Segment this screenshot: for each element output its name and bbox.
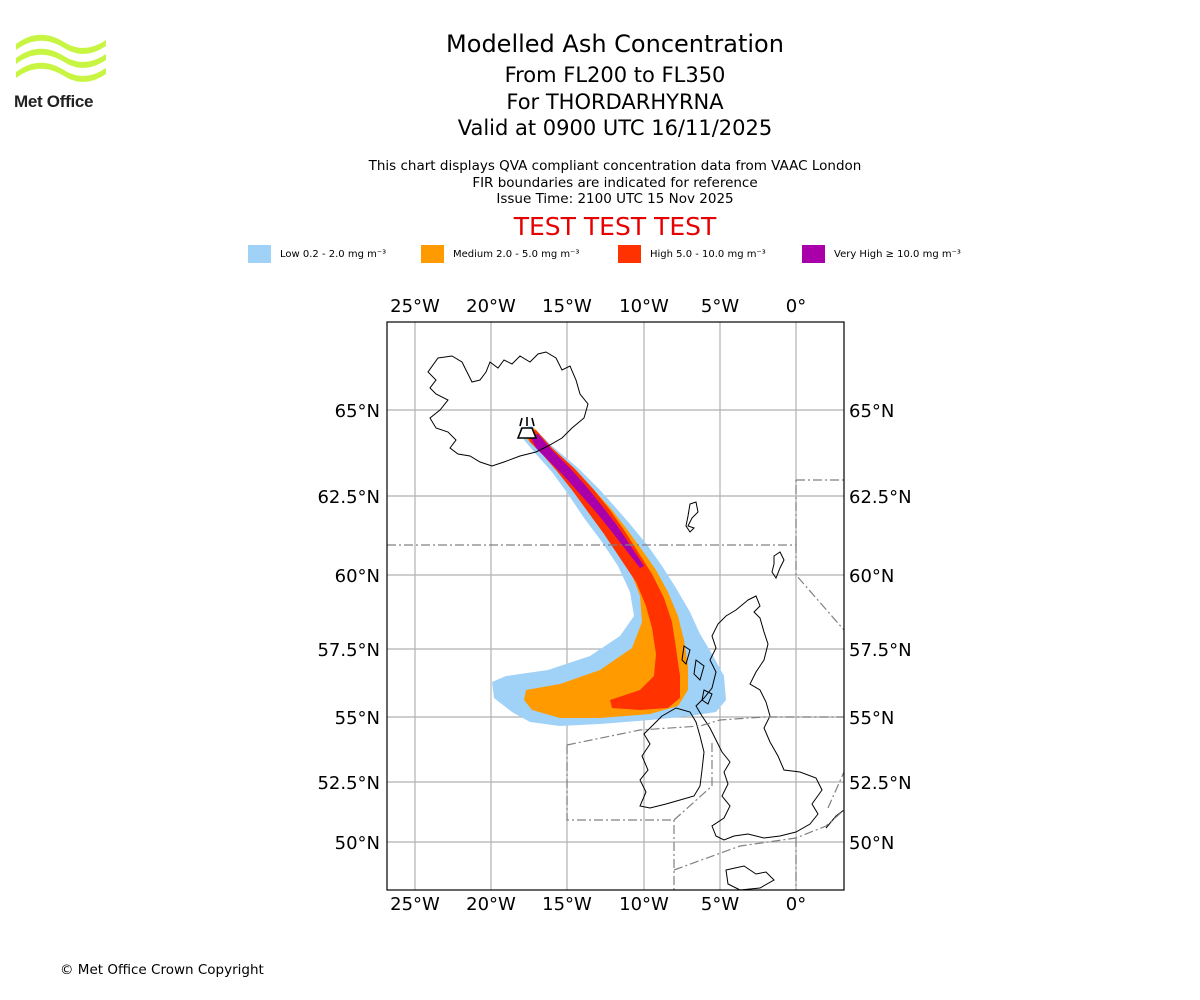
scotland-coast (695, 595, 823, 841)
legend-item-very-high: Very High ≥ 10.0 mg m⁻³ (802, 244, 961, 264)
latitude-tick-label: 52.5°N (317, 773, 380, 794)
latitude-tick-label: 65°N (849, 401, 894, 422)
legend-label-very-high: Very High ≥ 10.0 mg m⁻³ (834, 248, 961, 260)
legend-label-low: Low 0.2 - 2.0 mg m⁻³ (280, 248, 387, 260)
met-office-logo-icon (16, 34, 106, 82)
map-frame (386, 321, 845, 891)
latitude-tick-label: 57.5°N (849, 640, 912, 661)
latitude-tick-label: 55°N (335, 708, 380, 729)
legend-swatch-high (618, 245, 641, 263)
latitude-tick-label: 50°N (335, 833, 380, 854)
legend-item-medium: Medium 2.0 - 5.0 mg m⁻³ (421, 244, 579, 264)
concentration-legend: Low 0.2 - 2.0 mg m⁻³ Medium 2.0 - 5.0 mg… (0, 244, 1200, 264)
latitude-ticks-left: 65°N 62.5°N 60°N 57.5°N 55°N 52.5°N 50°N (317, 401, 380, 854)
continent-coast (825, 809, 844, 829)
longitude-tick-label: 25°W (390, 296, 440, 317)
shetland-coast (771, 551, 785, 580)
longitude-ticks-bottom: 25°W 20°W 15°W 10°W 5°W 0° (390, 894, 806, 915)
legend-item-high: High 5.0 - 10.0 mg m⁻³ (618, 244, 766, 264)
france-coast (725, 865, 775, 890)
latitude-tick-label: 55°N (849, 708, 894, 729)
longitude-tick-label: 15°W (542, 296, 592, 317)
iceland-coast (427, 351, 589, 467)
legend-label-high: High 5.0 - 10.0 mg m⁻³ (650, 248, 766, 260)
latitude-tick-label: 52.5°N (849, 773, 912, 794)
legend-label-medium: Medium 2.0 - 5.0 mg m⁻³ (453, 248, 580, 260)
longitude-tick-label: 10°W (619, 894, 669, 915)
ash-very-high-area (530, 434, 644, 568)
longitude-tick-label: 10°W (619, 296, 669, 317)
test-warning: TEST TEST TEST (513, 212, 717, 241)
legend-item-low: Low 0.2 - 2.0 mg m⁻³ (248, 244, 386, 264)
volcano-icon (516, 417, 538, 439)
longitude-tick-label: 15°W (542, 894, 592, 915)
valid-time: Valid at 0900 UTC 16/11/2025 (457, 116, 773, 140)
copyright-notice: © Met Office Crown Copyright (60, 962, 264, 978)
longitude-tick-label: 0° (786, 296, 806, 317)
latitude-tick-label: 60°N (849, 566, 894, 587)
issue-time: Issue Time: 2100 UTC 15 Nov 2025 (496, 191, 734, 207)
legend-swatch-medium (421, 245, 444, 263)
longitude-tick-label: 5°W (701, 296, 739, 317)
longitude-tick-label: 0° (786, 894, 806, 915)
hebrides-coast (681, 645, 713, 705)
logo-wordmark: Met Office (14, 92, 94, 111)
fir-note: FIR boundaries are indicated for referen… (472, 175, 758, 191)
ash-high-area (526, 430, 680, 710)
ash-medium-area (524, 428, 688, 718)
volcano-name: For THORDARHYRNA (506, 90, 724, 114)
latitude-tick-label: 65°N (335, 401, 380, 422)
chart-description: This chart displays QVA compliant concen… (368, 158, 862, 174)
latitude-tick-label: 62.5°N (317, 487, 380, 508)
longitude-tick-label: 5°W (701, 894, 739, 915)
latitude-tick-label: 57.5°N (317, 640, 380, 661)
graticule (387, 322, 844, 890)
longitude-tick-label: 20°W (466, 296, 516, 317)
latitude-ticks-right: 65°N 62.5°N 60°N 57.5°N 55°N 52.5°N 50°N (849, 401, 912, 854)
legend-swatch-very-high (802, 245, 825, 263)
latitude-tick-label: 62.5°N (849, 487, 912, 508)
fir-boundaries (387, 479, 844, 890)
chart-title: Modelled Ash Concentration (446, 30, 784, 58)
flight-level-range: From FL200 to FL350 (504, 63, 726, 87)
latitude-tick-label: 50°N (849, 833, 894, 854)
faroe-islands-coast (685, 501, 699, 533)
longitude-tick-label: 25°W (390, 894, 440, 915)
latitude-tick-label: 60°N (335, 566, 380, 587)
longitude-ticks-top: 25°W 20°W 15°W 10°W 5°W 0° (390, 296, 806, 317)
longitude-tick-label: 20°W (466, 894, 516, 915)
legend-swatch-low (248, 245, 271, 263)
